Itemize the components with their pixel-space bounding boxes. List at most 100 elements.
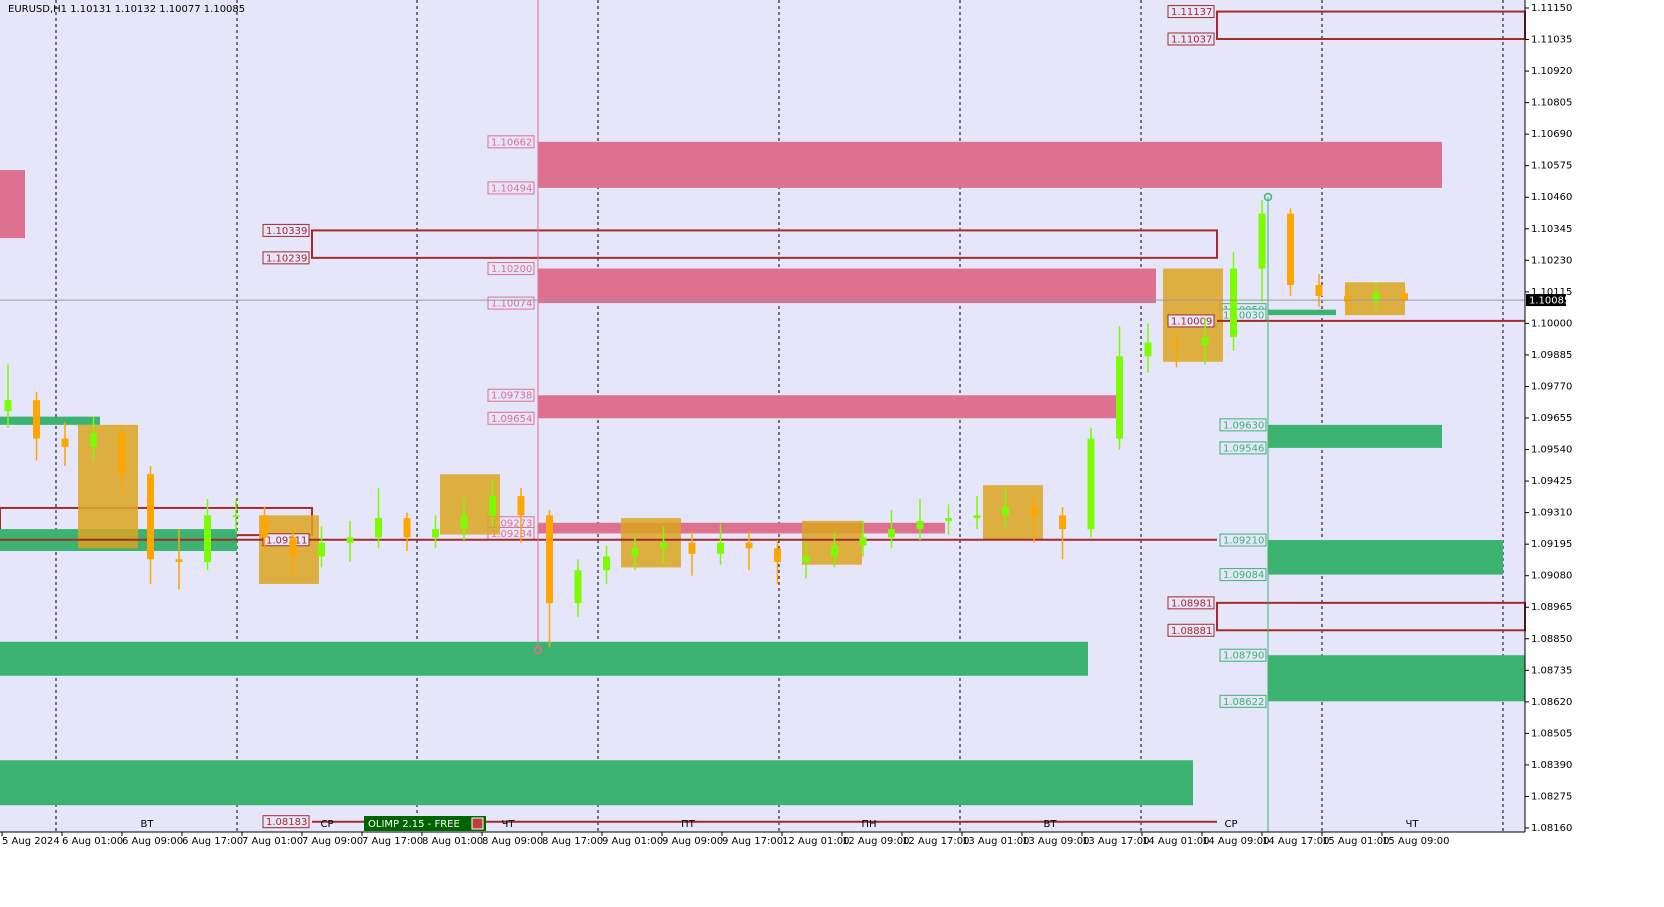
candle-body <box>859 537 867 546</box>
candle-body <box>1372 293 1380 302</box>
level-label-box <box>262 251 310 265</box>
day-label: ВТ <box>141 819 155 830</box>
candle-body <box>289 537 297 557</box>
x-tick-label: 13 Aug 01:00 <box>962 836 1029 847</box>
level-zone <box>1268 309 1336 316</box>
candle-body <box>1087 438 1095 530</box>
level-zone <box>1268 424 1442 448</box>
level-label: 1.10494 <box>491 183 532 194</box>
y-tick-label: 1.09540 <box>1531 445 1572 456</box>
level-zone <box>538 141 1442 188</box>
level-label-box <box>1219 568 1267 582</box>
candle-body <box>546 515 553 604</box>
level-zone <box>1268 655 1525 702</box>
candle-body <box>1116 356 1123 439</box>
y-tick-label: 1.10460 <box>1531 192 1572 203</box>
candle-body <box>460 515 468 530</box>
day-label: ВТ <box>1044 819 1058 830</box>
range-box <box>802 520 862 565</box>
y-tick-label: 1.09425 <box>1531 476 1572 487</box>
range-box <box>259 515 319 584</box>
x-tick-label: 12 Aug 09:00 <box>842 836 909 847</box>
y-tick-label: 1.09655 <box>1531 413 1572 424</box>
level-label-box <box>1167 5 1215 19</box>
y-tick-label: 1.08390 <box>1531 760 1572 771</box>
level-label: 1.09546 <box>1223 443 1264 454</box>
x-tick-label: 9 Aug 01:00 <box>602 836 663 847</box>
y-tick-label: 1.09770 <box>1531 381 1572 392</box>
x-tick-label: 9 Aug 09:00 <box>662 836 723 847</box>
level-label: 1.09654 <box>491 414 532 425</box>
x-tick-label: 15 Aug 09:00 <box>1382 836 1449 847</box>
current-price-box <box>1526 294 1566 307</box>
range-box <box>621 518 681 568</box>
level-label-box <box>1219 648 1267 662</box>
day-label: СР <box>1224 819 1237 830</box>
day-label: ЧТ <box>1406 819 1420 830</box>
level-label: 1.09234 <box>491 529 532 540</box>
level-label: 1.09084 <box>1223 570 1264 581</box>
candle-body <box>688 542 696 554</box>
candle-body <box>717 542 724 554</box>
x-tick-label: 14 Aug 09:00 <box>1202 836 1269 847</box>
level-label: 1.08981 <box>1171 598 1212 609</box>
candle-body <box>4 400 12 412</box>
x-tick-label: 12 Aug 01:00 <box>782 836 849 847</box>
candle-body <box>831 545 838 557</box>
level-label-box <box>487 411 535 425</box>
level-zone <box>1268 540 1503 575</box>
indicator-close[interactable] <box>471 817 484 830</box>
y-tick-label: 1.09195 <box>1531 539 1572 550</box>
level-label: 1.09273 <box>491 518 532 529</box>
y-tick-label: 1.08735 <box>1531 665 1572 676</box>
candle-body <box>1173 342 1180 346</box>
x-tick-label: 13 Aug 09:00 <box>1022 836 1089 847</box>
candle-body <box>318 542 325 557</box>
candle-body <box>175 559 183 562</box>
level-label: 1.11137 <box>1171 7 1212 18</box>
level-label: 1.10339 <box>266 226 307 237</box>
level-zone <box>538 522 945 534</box>
level-label: 1.08881 <box>1171 626 1212 637</box>
level-label-box <box>1219 533 1267 547</box>
x-tick-label: 5 Aug 2024 <box>2 836 60 847</box>
level-zone <box>0 170 25 239</box>
y-tick-label: 1.11035 <box>1531 35 1572 46</box>
y-tick-label: 1.08160 <box>1531 823 1572 834</box>
x-tick-label: 15 Aug 01:00 <box>1322 836 1389 847</box>
candle-body <box>375 518 382 538</box>
candle-body <box>1002 507 1009 516</box>
level-label-box <box>1167 596 1215 610</box>
x-tick-label: 8 Aug 09:00 <box>482 836 543 847</box>
level-label: 1.09738 <box>491 391 532 402</box>
level-zone <box>0 416 100 425</box>
candle-body <box>1287 213 1294 285</box>
candle-body <box>261 515 268 538</box>
level-label-box <box>1167 32 1215 46</box>
candle-body <box>1344 295 1351 302</box>
x-tick-label: 7 Aug 01:00 <box>242 836 303 847</box>
candle-body <box>517 496 525 516</box>
candle-body <box>118 433 126 475</box>
y-tick-label: 1.10575 <box>1531 161 1572 172</box>
candle-body <box>888 529 895 538</box>
candle-body <box>574 570 582 604</box>
current-price-label: 1.10085 <box>1529 296 1570 307</box>
level-label-box <box>1219 418 1267 432</box>
candle-body <box>745 542 753 549</box>
level-zone <box>538 268 1156 304</box>
x-tick-label: 14 Aug 01:00 <box>1142 836 1209 847</box>
candle-body <box>33 400 40 439</box>
level-label: 1.10662 <box>491 137 532 148</box>
level-label-box <box>262 815 310 829</box>
indicator-name: OLIMP 2.15 - FREE <box>368 819 460 830</box>
candle-body <box>1258 213 1266 269</box>
candle-body <box>1230 268 1237 338</box>
x-tick-label: 7 Aug 17:00 <box>362 836 423 847</box>
x-tick-label: 8 Aug 01:00 <box>422 836 483 847</box>
y-tick-label: 1.10805 <box>1531 98 1572 109</box>
day-label: ЧТ <box>502 819 516 830</box>
level-label-box <box>262 533 310 547</box>
x-tick-label: 6 Aug 17:00 <box>182 836 243 847</box>
candle-body <box>1030 507 1038 516</box>
